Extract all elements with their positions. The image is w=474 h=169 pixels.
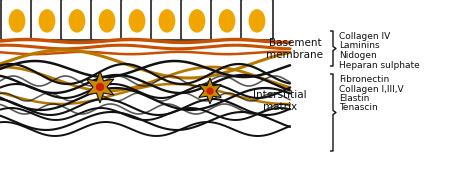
Ellipse shape <box>99 10 115 32</box>
Text: Laminins: Laminins <box>339 42 380 51</box>
Polygon shape <box>86 71 114 103</box>
Text: Basement
membrane: Basement membrane <box>266 38 323 60</box>
Ellipse shape <box>69 10 85 32</box>
FancyBboxPatch shape <box>1 0 33 40</box>
FancyBboxPatch shape <box>211 0 243 40</box>
Text: Fibronectin: Fibronectin <box>339 75 389 84</box>
Text: Tenascin: Tenascin <box>339 103 378 113</box>
Circle shape <box>207 88 213 94</box>
Text: Heparan sulphate: Heparan sulphate <box>339 61 420 69</box>
Ellipse shape <box>39 10 55 32</box>
Text: Collagen IV: Collagen IV <box>339 32 390 41</box>
Circle shape <box>97 83 103 91</box>
Ellipse shape <box>189 10 205 32</box>
Text: Interstitial
matrix: Interstitial matrix <box>253 90 307 112</box>
Ellipse shape <box>219 10 235 32</box>
Text: Nidogen: Nidogen <box>339 51 377 60</box>
FancyBboxPatch shape <box>121 0 153 40</box>
Text: Elastin: Elastin <box>339 94 369 103</box>
Ellipse shape <box>9 10 25 32</box>
Ellipse shape <box>249 10 264 32</box>
Polygon shape <box>199 78 221 104</box>
Text: Collagen I,III,V: Collagen I,III,V <box>339 84 404 93</box>
Ellipse shape <box>129 10 145 32</box>
FancyBboxPatch shape <box>91 0 123 40</box>
FancyBboxPatch shape <box>151 0 183 40</box>
FancyBboxPatch shape <box>241 0 273 40</box>
FancyBboxPatch shape <box>61 0 93 40</box>
FancyBboxPatch shape <box>31 0 63 40</box>
Ellipse shape <box>159 10 175 32</box>
FancyBboxPatch shape <box>181 0 213 40</box>
